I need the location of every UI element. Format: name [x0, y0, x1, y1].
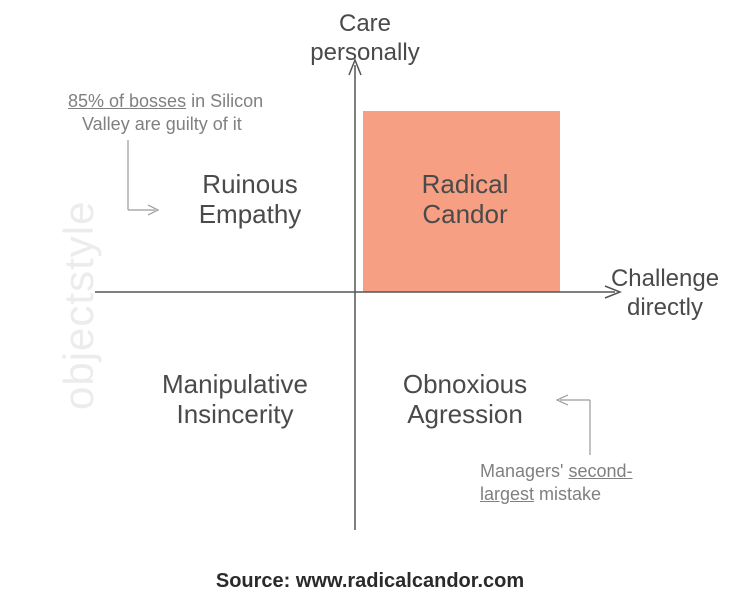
y-axis-label: Care personally — [290, 10, 440, 68]
annotation-tl-rest1: in Silicon — [186, 91, 263, 111]
x-axis-label-line1: Challenge — [590, 265, 740, 294]
quadrant-bottom-right: Obnoxious Agression — [360, 370, 570, 430]
quad-tl-line2: Empathy — [150, 200, 350, 230]
quadrant-top-right: Radical Candor — [365, 170, 565, 230]
annotation-br-rest: mistake — [534, 484, 601, 504]
x-axis-label: Challenge directly — [590, 265, 740, 323]
y-axis-label-line2: personally — [290, 39, 440, 68]
x-axis-label-line2: directly — [590, 294, 740, 323]
annotation-tl-underlined: 85% of bosses — [68, 91, 186, 111]
quad-tr-line2: Candor — [365, 200, 565, 230]
quadrant-bottom-left: Manipulative Insincerity — [130, 370, 340, 430]
annotation-br-under2: largest — [480, 484, 534, 504]
y-axis-label-line1: Care — [290, 10, 440, 39]
quad-bl-line1: Manipulative — [130, 370, 340, 400]
quad-bl-line2: Insincerity — [130, 400, 340, 430]
quad-br-line1: Obnoxious — [360, 370, 570, 400]
annotation-br-under1: second- — [568, 461, 632, 481]
quad-br-line2: Agression — [360, 400, 570, 430]
annotation-tl-rest2: Valley are guilty of it — [68, 114, 242, 134]
quadrant-top-left: Ruinous Empathy — [150, 170, 350, 230]
quad-tr-line1: Radical — [365, 170, 565, 200]
source-line: Source: www.radicalcandor.com — [0, 570, 740, 593]
annotation-top-left: 85% of bosses in Silicon Valley are guil… — [68, 90, 328, 137]
annotation-bottom-right: Managers' second-largest mistake — [480, 460, 680, 507]
quad-tl-line1: Ruinous — [150, 170, 350, 200]
annotation-br-lead: Managers' — [480, 461, 568, 481]
